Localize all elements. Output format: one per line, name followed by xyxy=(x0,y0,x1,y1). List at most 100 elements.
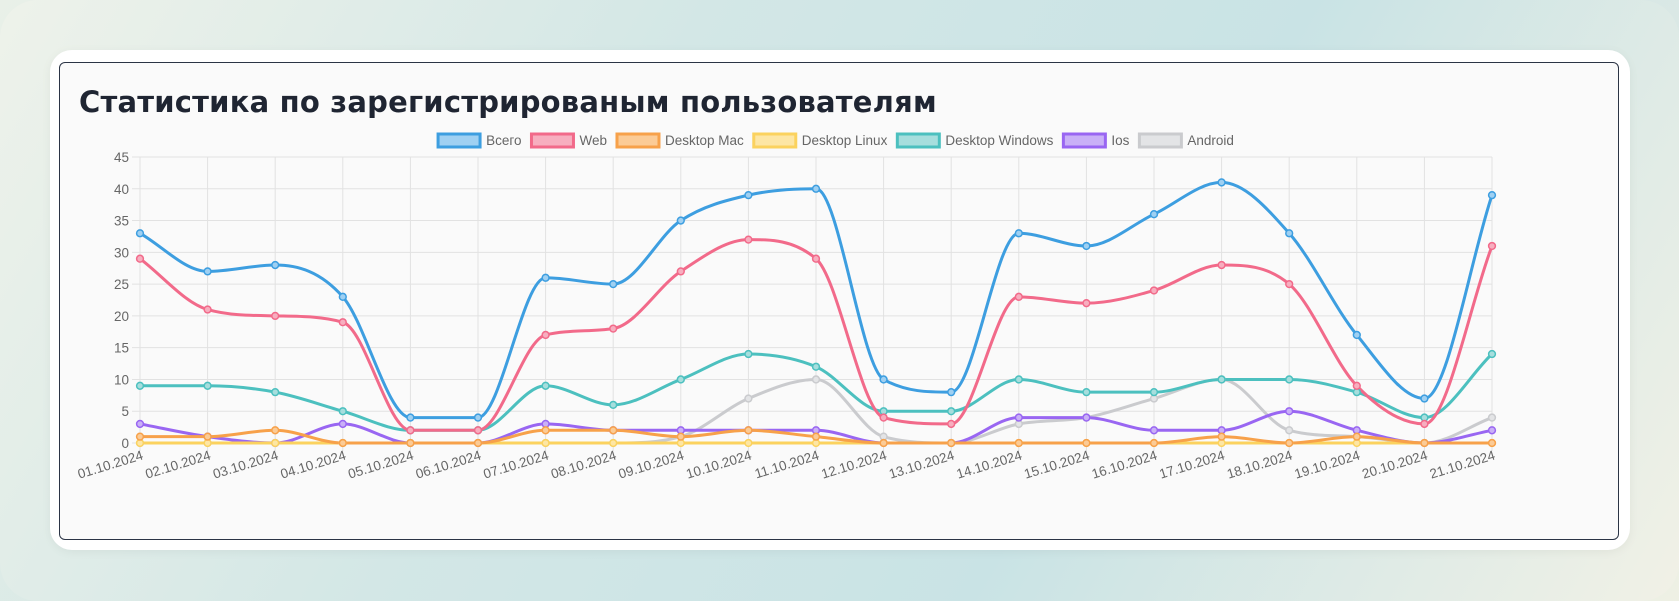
data-point[interactable] xyxy=(541,438,550,448)
data-point[interactable] xyxy=(541,426,550,435)
data-point[interactable] xyxy=(1217,375,1226,384)
data-point[interactable] xyxy=(338,438,347,448)
data-point[interactable] xyxy=(676,267,685,276)
data-point[interactable] xyxy=(406,413,415,422)
legend-item[interactable]: Android xyxy=(1137,132,1234,149)
legend-item[interactable]: Desktop Linux xyxy=(752,132,888,149)
data-point[interactable] xyxy=(271,388,280,397)
data-point[interactable] xyxy=(1082,388,1091,397)
data-point[interactable] xyxy=(947,407,956,416)
data-point[interactable] xyxy=(1285,407,1294,416)
data-point[interactable] xyxy=(609,438,618,448)
data-point[interactable] xyxy=(1149,286,1159,295)
data-point[interactable] xyxy=(1487,426,1497,435)
legend-item[interactable]: Desktop Windows xyxy=(895,132,1054,149)
data-point[interactable] xyxy=(947,419,956,429)
data-point[interactable] xyxy=(541,381,550,390)
data-point[interactable] xyxy=(609,426,618,435)
data-point[interactable] xyxy=(1352,432,1361,441)
data-point[interactable] xyxy=(811,184,821,193)
data-point[interactable] xyxy=(338,407,347,416)
data-point[interactable] xyxy=(1352,330,1361,340)
data-point[interactable] xyxy=(1149,388,1159,397)
data-point[interactable] xyxy=(1149,438,1159,448)
data-point[interactable] xyxy=(541,273,550,282)
data-point[interactable] xyxy=(1217,178,1226,187)
data-point[interactable] xyxy=(473,413,483,422)
data-point[interactable] xyxy=(879,438,888,448)
data-point[interactable] xyxy=(135,381,145,390)
data-point[interactable] xyxy=(811,432,821,441)
data-point[interactable] xyxy=(744,349,753,359)
data-point[interactable] xyxy=(1082,241,1091,251)
data-point[interactable] xyxy=(879,413,888,422)
data-point[interactable] xyxy=(135,432,145,441)
data-point[interactable] xyxy=(811,375,821,384)
data-point[interactable] xyxy=(1082,299,1091,308)
data-point[interactable] xyxy=(1149,426,1159,435)
data-point[interactable] xyxy=(1487,190,1497,200)
data-point[interactable] xyxy=(1217,260,1226,270)
data-point[interactable] xyxy=(744,235,753,244)
data-point[interactable] xyxy=(338,419,347,429)
data-point[interactable] xyxy=(1487,349,1497,359)
data-point[interactable] xyxy=(338,318,347,327)
data-point[interactable] xyxy=(609,400,618,410)
data-point[interactable] xyxy=(1014,438,1023,448)
data-point[interactable] xyxy=(1420,438,1429,448)
data-point[interactable] xyxy=(1014,375,1023,384)
data-point[interactable] xyxy=(406,426,415,435)
data-point[interactable] xyxy=(1082,413,1091,422)
data-point[interactable] xyxy=(1014,413,1023,422)
data-point[interactable] xyxy=(271,311,280,321)
data-point[interactable] xyxy=(1217,432,1226,441)
data-point[interactable] xyxy=(744,190,753,200)
data-point[interactable] xyxy=(203,432,212,441)
legend-item[interactable]: Web xyxy=(529,132,607,149)
data-point[interactable] xyxy=(135,229,145,238)
data-point[interactable] xyxy=(473,426,483,435)
data-point[interactable] xyxy=(1487,438,1497,448)
data-point[interactable] xyxy=(1285,438,1294,448)
data-point[interactable] xyxy=(947,388,956,397)
data-point[interactable] xyxy=(406,438,415,448)
data-point[interactable] xyxy=(203,305,212,314)
data-point[interactable] xyxy=(744,394,753,403)
data-point[interactable] xyxy=(271,426,280,435)
data-point[interactable] xyxy=(203,381,212,390)
data-point[interactable] xyxy=(135,254,145,263)
data-point[interactable] xyxy=(1487,413,1497,422)
data-point[interactable] xyxy=(609,279,618,289)
data-point[interactable] xyxy=(744,438,753,448)
data-point[interactable] xyxy=(1487,241,1497,251)
data-point[interactable] xyxy=(1420,419,1429,429)
data-point[interactable] xyxy=(744,426,753,435)
data-point[interactable] xyxy=(811,362,821,371)
data-point[interactable] xyxy=(203,267,212,276)
data-point[interactable] xyxy=(1285,426,1294,435)
data-point[interactable] xyxy=(676,375,685,384)
data-point[interactable] xyxy=(1285,229,1294,238)
data-point[interactable] xyxy=(541,330,550,340)
data-point[interactable] xyxy=(1352,381,1361,390)
data-point[interactable] xyxy=(1285,375,1294,384)
data-point[interactable] xyxy=(1014,229,1023,238)
data-point[interactable] xyxy=(1285,279,1294,289)
data-point[interactable] xyxy=(135,419,145,429)
legend-item[interactable]: Всего xyxy=(436,132,521,149)
data-point[interactable] xyxy=(676,432,685,441)
data-point[interactable] xyxy=(1014,292,1023,301)
data-point[interactable] xyxy=(473,438,483,448)
data-point[interactable] xyxy=(271,438,280,448)
data-point[interactable] xyxy=(271,260,280,270)
legend-item[interactable]: Desktop Mac xyxy=(615,132,744,149)
data-point[interactable] xyxy=(1420,394,1429,403)
legend-item[interactable]: Ios xyxy=(1061,132,1130,149)
data-point[interactable] xyxy=(947,438,956,448)
data-point[interactable] xyxy=(338,292,347,301)
data-point[interactable] xyxy=(879,375,888,384)
data-point[interactable] xyxy=(1082,438,1091,448)
data-point[interactable] xyxy=(676,216,685,225)
data-point[interactable] xyxy=(811,254,821,263)
data-point[interactable] xyxy=(609,324,618,333)
